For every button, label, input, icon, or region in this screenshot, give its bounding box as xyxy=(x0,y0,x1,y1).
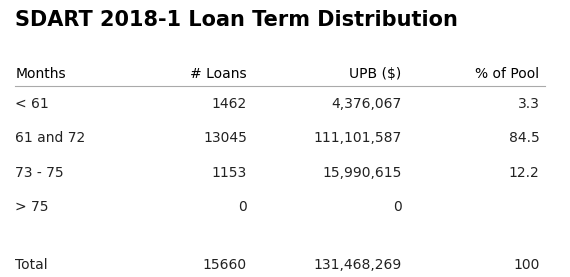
Text: 3.3: 3.3 xyxy=(518,96,539,111)
Text: 12.2: 12.2 xyxy=(508,166,539,180)
Text: SDART 2018-1 Loan Term Distribution: SDART 2018-1 Loan Term Distribution xyxy=(15,11,458,30)
Text: 13045: 13045 xyxy=(203,131,247,145)
Text: 131,468,269: 131,468,269 xyxy=(313,258,401,272)
Text: 73 - 75: 73 - 75 xyxy=(15,166,64,180)
Text: > 75: > 75 xyxy=(15,200,48,214)
Text: 61 and 72: 61 and 72 xyxy=(15,131,86,145)
Text: 1462: 1462 xyxy=(211,96,247,111)
Text: 0: 0 xyxy=(238,200,247,214)
Text: 1153: 1153 xyxy=(211,166,247,180)
Text: < 61: < 61 xyxy=(15,96,49,111)
Text: UPB ($): UPB ($) xyxy=(349,67,401,81)
Text: Months: Months xyxy=(15,67,66,81)
Text: 15,990,615: 15,990,615 xyxy=(322,166,401,180)
Text: 111,101,587: 111,101,587 xyxy=(313,131,401,145)
Text: # Loans: # Loans xyxy=(190,67,247,81)
Text: 15660: 15660 xyxy=(203,258,247,272)
Text: 4,376,067: 4,376,067 xyxy=(331,96,401,111)
Text: 0: 0 xyxy=(393,200,401,214)
Text: 100: 100 xyxy=(513,258,539,272)
Text: Total: Total xyxy=(15,258,48,272)
Text: 84.5: 84.5 xyxy=(508,131,539,145)
Text: % of Pool: % of Pool xyxy=(475,67,539,81)
